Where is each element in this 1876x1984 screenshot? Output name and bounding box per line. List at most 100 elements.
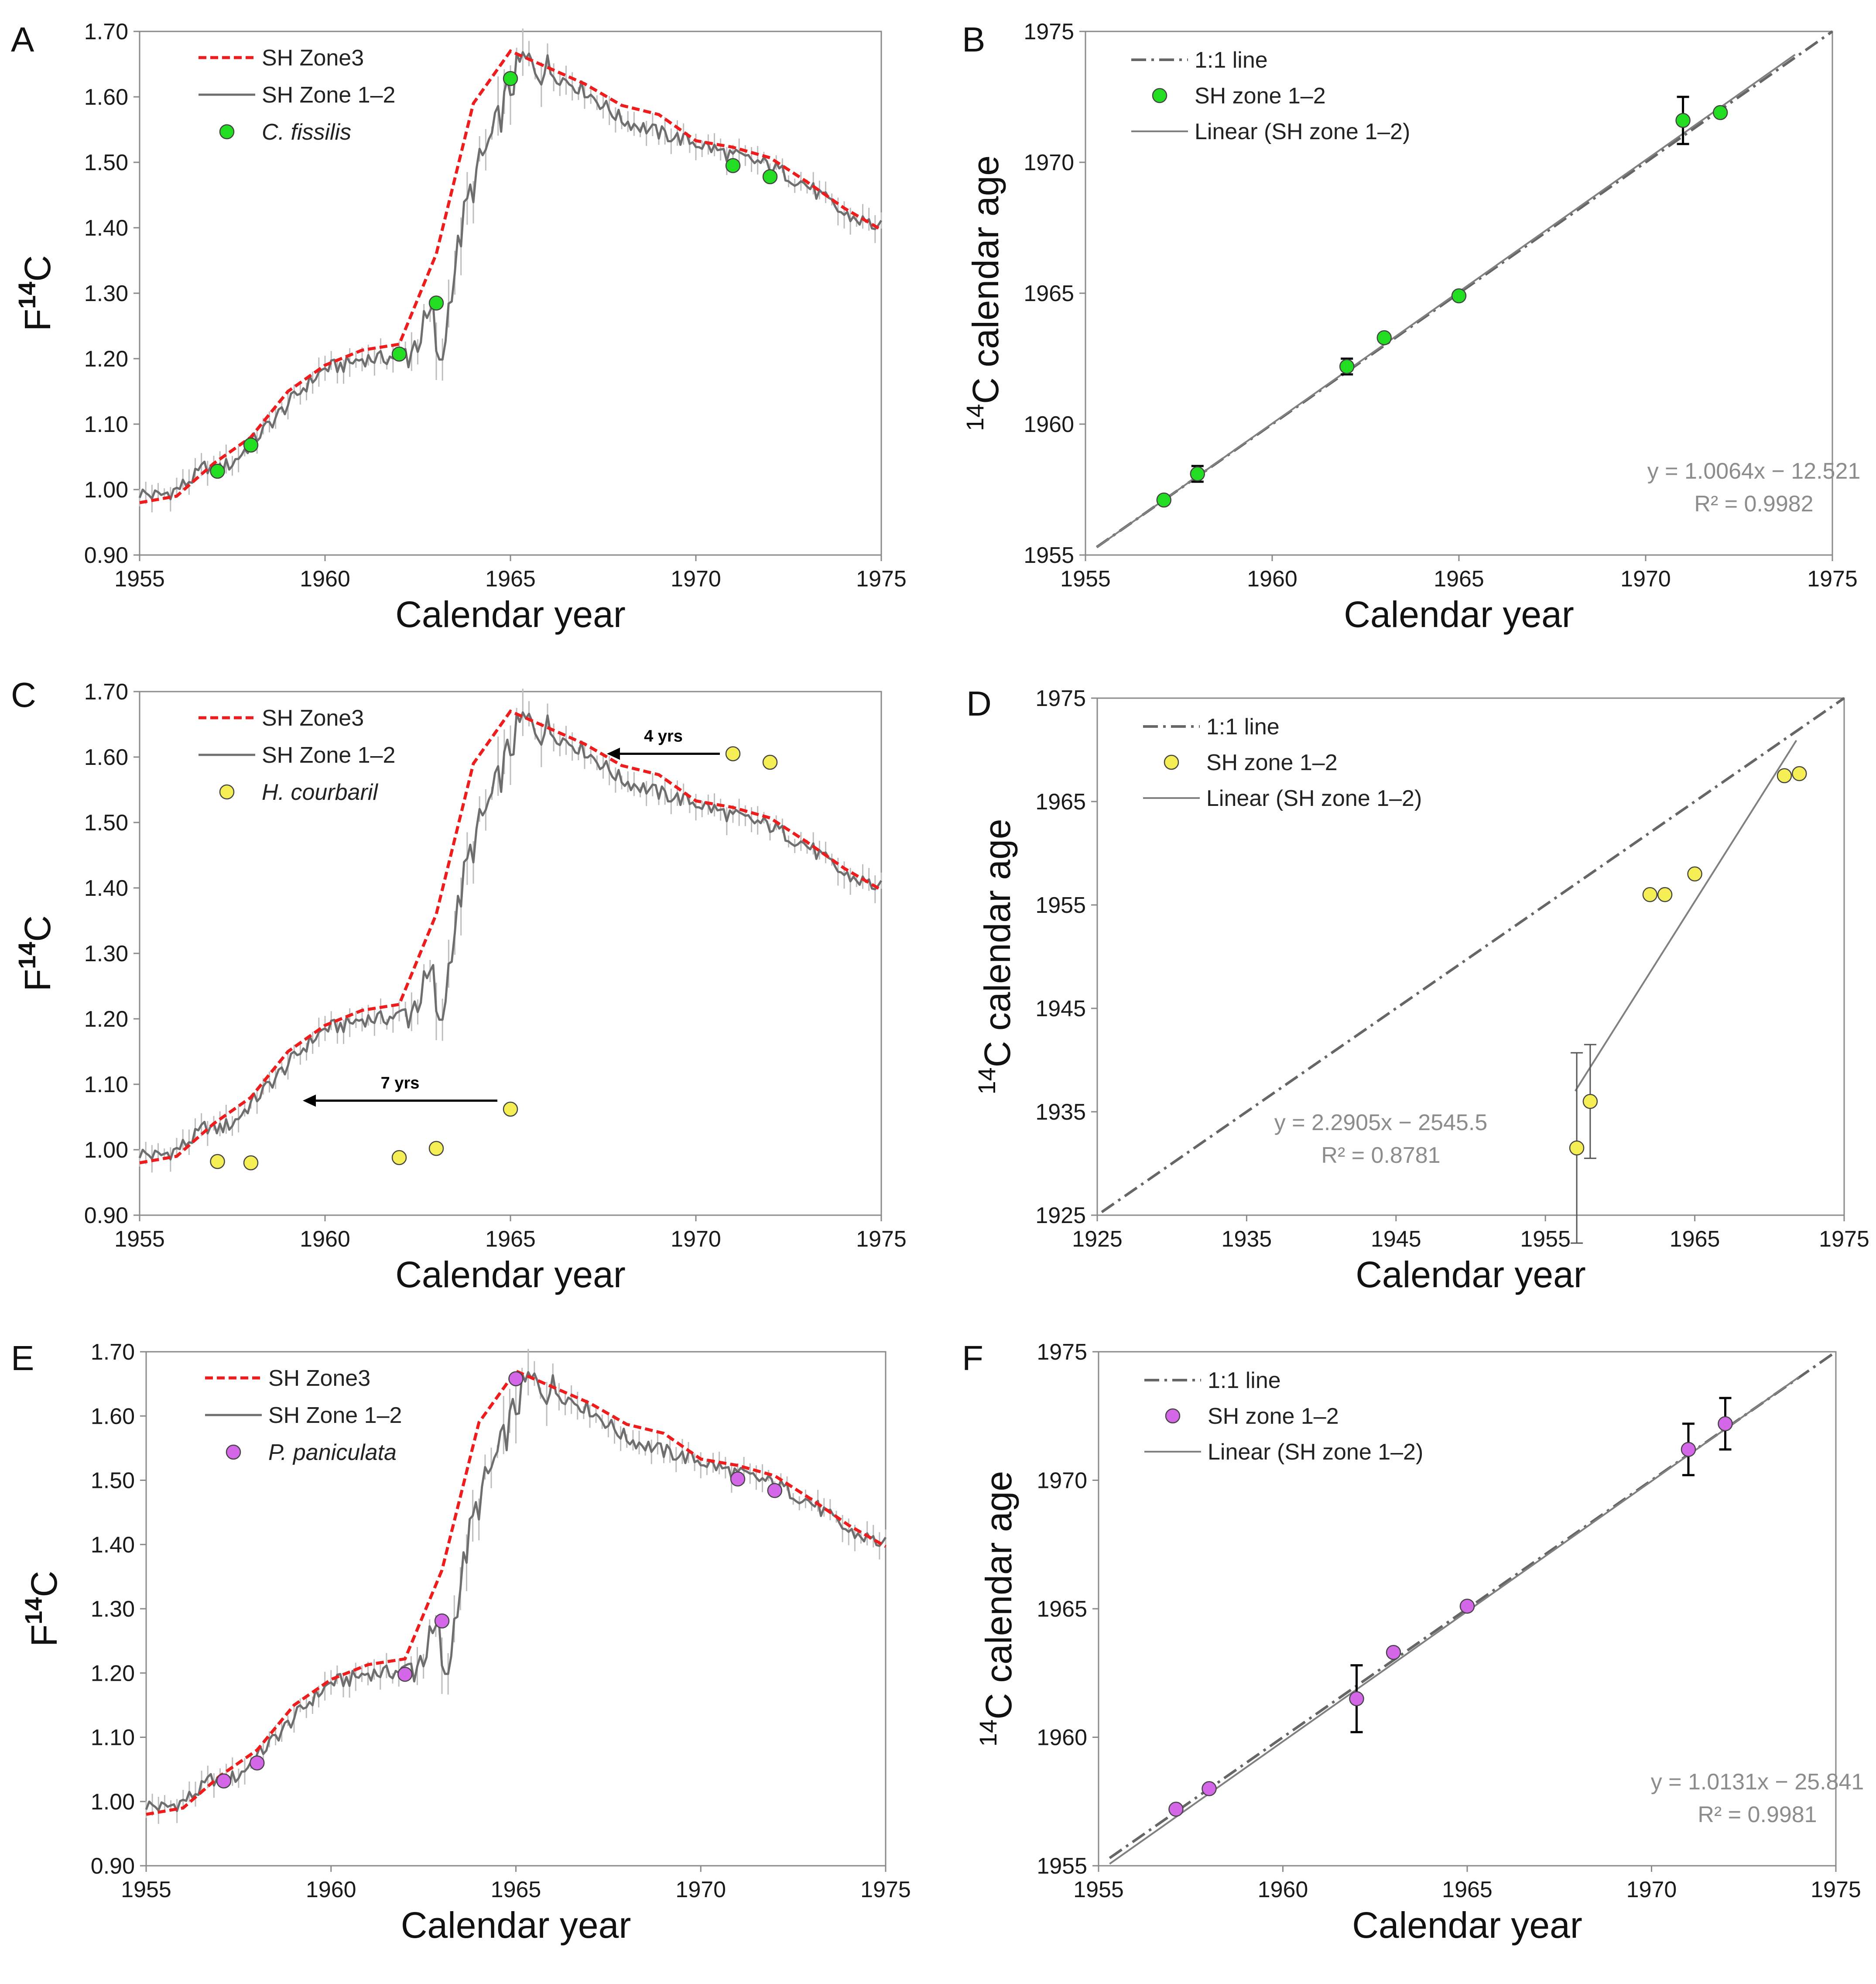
x-tick-label: 1955 (121, 1877, 171, 1902)
y-tick-label: 1955 (1037, 1854, 1087, 1879)
y-tick-label: 0.90 (84, 543, 128, 568)
x-tick-label: 1975 (1811, 1877, 1861, 1902)
x-axis-title: Calendar year (1344, 594, 1574, 635)
panel-a: 1955 1960 1965 1970 1975 0.90 1.00 1.10 1.20 1.30… (13, 19, 907, 635)
x-tick-label: 1960 (300, 566, 350, 592)
y-axis-title: 14C calendar age (973, 819, 1018, 1094)
panel-letter: E (11, 1339, 34, 1377)
panel-letter: B (962, 20, 985, 59)
fit-equation: y = 2.2905x − 2545.5 (1274, 1110, 1488, 1135)
data-point (1792, 766, 1807, 781)
y-tick-label: 1960 (1037, 1725, 1087, 1751)
legend-label: SH zone 1–2 (1208, 1404, 1339, 1429)
y-tick-label: 1.20 (84, 346, 128, 372)
panel-letter: F (962, 1339, 983, 1377)
data-point (1168, 1802, 1184, 1817)
x-tick-label: 1965 (1442, 1877, 1493, 1902)
y-tick-label: 0.90 (91, 1854, 135, 1879)
y-tick-label: 1.50 (84, 150, 128, 175)
panel-letter: D (966, 684, 992, 723)
x-tick-label: 1975 (856, 1227, 907, 1252)
x-tick-label: 1955 (114, 1227, 165, 1252)
linear-fit-line (1096, 54, 1796, 548)
data-point (725, 158, 741, 173)
y-tick-label: 1965 (1035, 789, 1086, 815)
y-tick-label: 1.40 (84, 876, 128, 901)
y-axis-title-main: C calendar age (978, 1471, 1019, 1720)
data-point (1202, 1781, 1217, 1796)
data-point (730, 1471, 746, 1487)
data-point (762, 169, 778, 185)
y-axis-title-sup: 14 (20, 1597, 47, 1624)
y-axis-title-sup: 14 (961, 404, 989, 431)
x-tick-label: 1970 (675, 1877, 726, 1902)
y-tick-label: 1955 (1035, 893, 1086, 918)
legend-swatch-points (1152, 88, 1167, 103)
annotation-arrow-head (303, 1094, 316, 1107)
legend-label: 1:1 line (1208, 1368, 1281, 1393)
annotation-arrow-head (607, 747, 620, 760)
y-tick-label: 1.70 (91, 1340, 135, 1365)
y-tick-label: 1.60 (84, 745, 128, 770)
data-point (725, 746, 741, 761)
panel-b: 1955 1960 1965 1970 1975 1955 1960 1965 1970 1975… (961, 19, 1860, 635)
panel-f: 1955 1960 1965 1970 1975 1955 1960 1965 1970 1975… (974, 1340, 1864, 1946)
data-point (1777, 768, 1792, 783)
y-tick-label: 1975 (1037, 1340, 1087, 1365)
panel-d: 1925 1935 1945 1955 1965 1975 1925 1935 1945 1955… (973, 686, 1869, 1295)
legend-label: C. fissilis (262, 120, 351, 145)
y-axis-title-f: F (17, 309, 58, 331)
legend-label: P. paniculata (268, 1440, 397, 1465)
series-sh-zone3 (139, 709, 882, 1165)
x-tick-label: 1955 (114, 566, 165, 592)
data-point (428, 295, 444, 311)
y-tick-label: 1925 (1035, 1203, 1086, 1228)
y-tick-label: 0.90 (84, 1203, 128, 1228)
data-point (762, 754, 778, 770)
data-point (428, 1141, 444, 1156)
y-tick-label: 1.50 (84, 810, 128, 836)
x-axis-title: Calendar year (401, 1905, 631, 1946)
y-tick-label: 1.20 (84, 1007, 128, 1032)
x-tick-label: 1970 (1620, 566, 1671, 592)
y-tick-label: 1.30 (84, 281, 128, 306)
series-sh-zone-1-2 (145, 1371, 887, 1813)
data-point (243, 1155, 259, 1171)
legend-swatch-points (1165, 1408, 1181, 1424)
y-axis-title-c: C (17, 915, 58, 942)
y-axis-title: 14C calendar age (961, 155, 1006, 431)
x-tick-label: 1965 (485, 566, 536, 592)
y-axis-title: 14C calendar age (974, 1471, 1019, 1747)
data-point (1190, 466, 1205, 482)
y-tick-label: 1960 (1024, 412, 1074, 437)
y-axis-title: F14C (20, 1571, 65, 1647)
y-tick-label: 1.40 (91, 1532, 135, 1558)
panel-e: 1955 1960 1965 1970 1975 0.90 1.00 1.10 1.20 1.30… (20, 1340, 911, 1946)
y-axis-title-sup: 14 (13, 282, 41, 309)
legend-label: Linear (SH zone 1–2) (1206, 786, 1422, 811)
y-tick-label: 1975 (1024, 19, 1074, 45)
y-tick-label: 1975 (1035, 686, 1086, 711)
x-tick-label: 1960 (1247, 566, 1297, 592)
legend-label: SH Zone 1–2 (262, 82, 395, 108)
data-point (1376, 330, 1392, 346)
legend-label: SH Zone3 (268, 1366, 370, 1391)
y-tick-label: 1.30 (91, 1597, 135, 1622)
linear-fit-line (1574, 740, 1797, 1092)
y-axis-title-sup: 14 (974, 1720, 1002, 1747)
x-tick-label: 1970 (671, 566, 721, 592)
data-point (1657, 887, 1673, 902)
data-point (1339, 359, 1355, 374)
x-tick-label: 1970 (671, 1227, 721, 1252)
y-tick-label: 1970 (1024, 150, 1074, 175)
x-tick-label: 1955 (1060, 566, 1111, 592)
data-point (1642, 887, 1658, 902)
panel-c: 1955 1960 1965 1970 1975 0.90 1.00 1.10 1.20 1.30… (13, 679, 907, 1295)
data-point (767, 1483, 782, 1498)
y-tick-label: 1.70 (84, 679, 128, 705)
y-tick-label: 1.70 (84, 19, 128, 45)
x-axis-title: Calendar year (395, 1254, 626, 1295)
data-point (1349, 1691, 1364, 1706)
y-tick-label: 1965 (1024, 281, 1074, 306)
